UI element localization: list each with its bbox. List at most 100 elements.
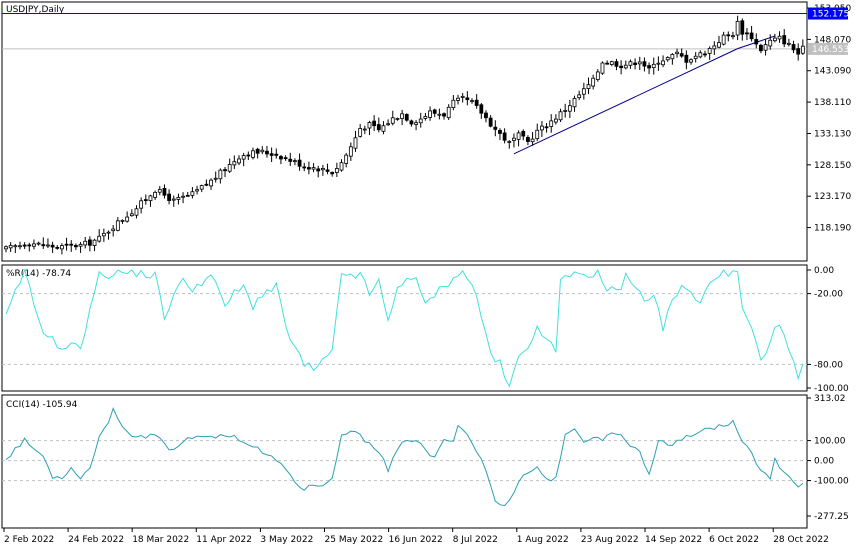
candle-body: [18, 245, 22, 248]
candle-body: [474, 99, 479, 106]
candle-body: [60, 245, 64, 250]
candle-body: [297, 159, 302, 167]
candle-body: [129, 213, 134, 217]
candle-body: [530, 138, 535, 143]
candle-body: [600, 62, 605, 74]
cci-tick-label: 100.00: [814, 437, 846, 447]
high-price-tag: [808, 7, 848, 20]
candle-body: [260, 149, 265, 153]
candle-body: [134, 208, 139, 216]
date-tick-label: 24 Feb 2022: [68, 535, 124, 545]
candle-body: [535, 129, 540, 140]
candle-body: [251, 150, 255, 158]
current-price-tag: [808, 42, 848, 55]
candle-body: [642, 61, 647, 67]
candle-body: [162, 187, 167, 196]
candle-body: [269, 153, 274, 156]
trendline: [513, 48, 738, 155]
candle-body: [13, 245, 18, 248]
candle-body: [479, 104, 484, 114]
candle-body: [50, 244, 55, 248]
price-tick-label: 128.150: [814, 161, 851, 171]
candle-body: [558, 111, 563, 121]
candle-body: [460, 95, 465, 98]
candle-body: [390, 117, 395, 124]
date-tick-label: 16 Jun 2022: [389, 535, 443, 545]
candle-body: [55, 246, 60, 249]
candle-body: [437, 113, 442, 116]
candle-body: [451, 99, 456, 109]
williams-r-panel: %R(14) -78.74 0.00 -20.00 -80.00 -100.00: [1, 264, 849, 394]
date-tick-label: 25 May 2022: [325, 535, 384, 545]
candle-body: [376, 124, 381, 131]
price-tick-label: 143.090: [814, 67, 851, 77]
candle-body: [78, 243, 83, 247]
candle-body: [255, 148, 260, 154]
cci-tick-label: 0.00: [814, 457, 834, 467]
candle-body: [367, 122, 372, 129]
candle-body: [735, 20, 740, 36]
candle-body: [153, 191, 158, 198]
candle-body: [199, 185, 204, 190]
candle-body: [628, 61, 633, 66]
candle-body: [311, 167, 316, 170]
candle-body: [619, 65, 624, 69]
candle-body: [609, 61, 614, 65]
date-tick-label: 14 Sep 2022: [645, 535, 702, 545]
candle-body: [414, 122, 418, 125]
cci-levels: [2, 440, 807, 482]
candle-body: [423, 116, 428, 119]
candle-body: [348, 146, 353, 157]
date-tick-label: 28 Oct 2022: [773, 535, 829, 545]
date-tick-label: 8 Jul 2022: [453, 535, 498, 545]
candle-body: [125, 216, 130, 222]
date-tick-label: 1 Aug 2022: [517, 535, 569, 545]
price-tick-label: 138.110: [814, 98, 851, 108]
candle-body: [614, 61, 619, 67]
candle-body: [567, 105, 572, 112]
candle-body: [647, 65, 651, 69]
candle-body: [418, 118, 423, 124]
wpr-tick-label: -20.00: [814, 290, 843, 300]
candle-body: [185, 194, 190, 197]
candle-body: [362, 128, 367, 131]
candle-body: [493, 126, 498, 130]
cci-panel-border: [1, 394, 808, 529]
price-tick-label: 118.190: [814, 224, 851, 234]
candle-body: [106, 231, 111, 234]
candle-body: [488, 117, 493, 127]
candle-body: [703, 53, 707, 56]
symbol-label: USDJPY,Daily: [6, 5, 65, 15]
candle-body: [572, 98, 577, 108]
candle-body: [586, 84, 591, 89]
candle-body: [749, 32, 754, 40]
cci-tick-label: -100.00: [814, 477, 849, 487]
candle-body: [591, 77, 596, 87]
candle-body: [670, 54, 675, 60]
candle-body: [204, 183, 209, 186]
candle-body: [46, 244, 50, 247]
candle-body: [320, 168, 325, 171]
cci-tick-label: -277.25: [814, 512, 849, 522]
candle-body: [195, 189, 199, 192]
candle-body: [69, 243, 74, 246]
candle-body: [316, 168, 321, 172]
candle-body: [241, 155, 246, 160]
candle-body: [516, 132, 521, 140]
candle-body: [745, 32, 749, 35]
candle-body: [679, 53, 684, 57]
candle-body: [726, 34, 731, 37]
candle-body: [339, 162, 344, 171]
candle-body: [330, 172, 335, 175]
candle-body: [637, 61, 642, 65]
candle-body: [731, 35, 735, 38]
candle-body: [675, 51, 679, 55]
price-tick-label: 148.070: [814, 35, 851, 45]
date-tick-label: 2 Feb 2022: [4, 535, 54, 545]
candle-body: [689, 59, 693, 63]
candle-body: [120, 219, 125, 222]
price-panel-border: [1, 1, 808, 262]
price-axis: 153.050148.070143.090138.110133.130128.1…: [807, 4, 851, 234]
date-tick-label: 18 Mar 2022: [132, 535, 189, 545]
candle-body: [544, 126, 549, 129]
